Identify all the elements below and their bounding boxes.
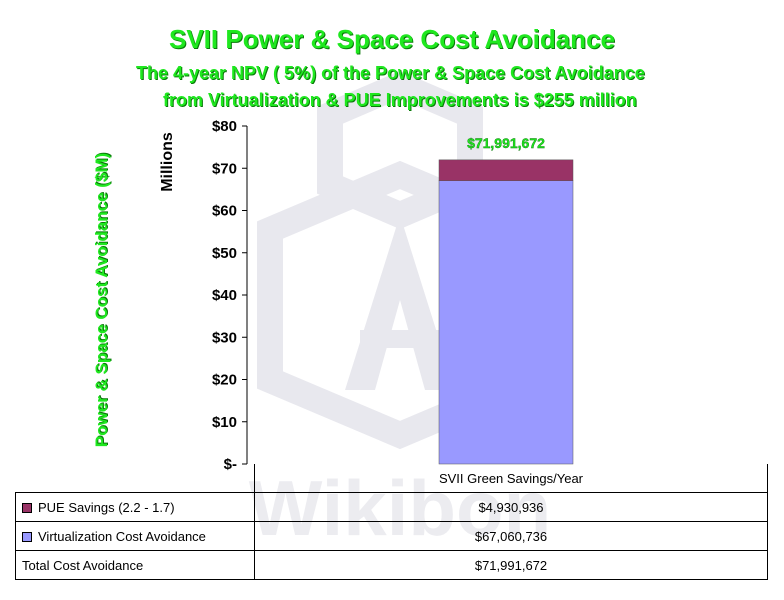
- virtualization-legend-swatch: [22, 532, 32, 543]
- pue-row-label: PUE Savings (2.2 - 1.7): [38, 499, 175, 515]
- table-row: PUE Savings (2.2 - 1.7) $4,930,936: [15, 492, 768, 522]
- table-row-label: PUE Savings (2.2 - 1.7): [15, 492, 255, 522]
- table-row-label: Virtualization Cost Avoidance: [15, 521, 255, 551]
- chart-subtitle-line2: from Virtualization & PUE Improvements i…: [163, 90, 637, 110]
- y-tick-label: $50: [212, 245, 237, 262]
- y-tick-label: $70: [212, 160, 237, 177]
- pue-row-value: $4,930,936: [254, 492, 768, 522]
- table-row: Total Cost Avoidance $71,991,672: [15, 550, 768, 580]
- y-tick-label: $10: [212, 414, 237, 431]
- y-axis-ticks: $-$10$20$30$40$50$60$70$80: [212, 118, 247, 473]
- y-tick-label: $20: [212, 372, 237, 389]
- bar-group: [438, 159, 574, 465]
- chart-title: SVII Power & Space Cost Avoidance: [169, 24, 615, 54]
- y-tick-label: $80: [212, 118, 237, 135]
- bar-pue-segment: [438, 159, 574, 181]
- bar-total-label: $71,991,672: [467, 135, 545, 151]
- table-header-row: SVII Green Savings/Year: [15, 464, 768, 493]
- y-tick-label: $30: [212, 329, 237, 346]
- y-tick-label: $40: [212, 287, 237, 304]
- chart-subtitle-line1: The 4-year NPV ( 5%) of the Power & Spac…: [136, 63, 645, 83]
- total-row-label: Total Cost Avoidance: [22, 557, 144, 573]
- table-corner-cell: [15, 464, 255, 493]
- table-row-label: Total Cost Avoidance: [15, 550, 255, 580]
- y-tick-label: $60: [212, 203, 237, 220]
- virtualization-row-value: $67,060,736: [254, 521, 768, 551]
- pue-legend-swatch: [22, 503, 32, 514]
- total-row-value: $71,991,672: [254, 550, 768, 580]
- table-category-header: SVII Green Savings/Year: [254, 464, 768, 493]
- table-row: Virtualization Cost Avoidance $67,060,73…: [15, 521, 768, 551]
- data-table: SVII Green Savings/Year PUE Savings (2.2…: [15, 464, 768, 580]
- bar-virtualization-segment: [438, 180, 574, 465]
- virtualization-row-label: Virtualization Cost Avoidance: [38, 528, 206, 544]
